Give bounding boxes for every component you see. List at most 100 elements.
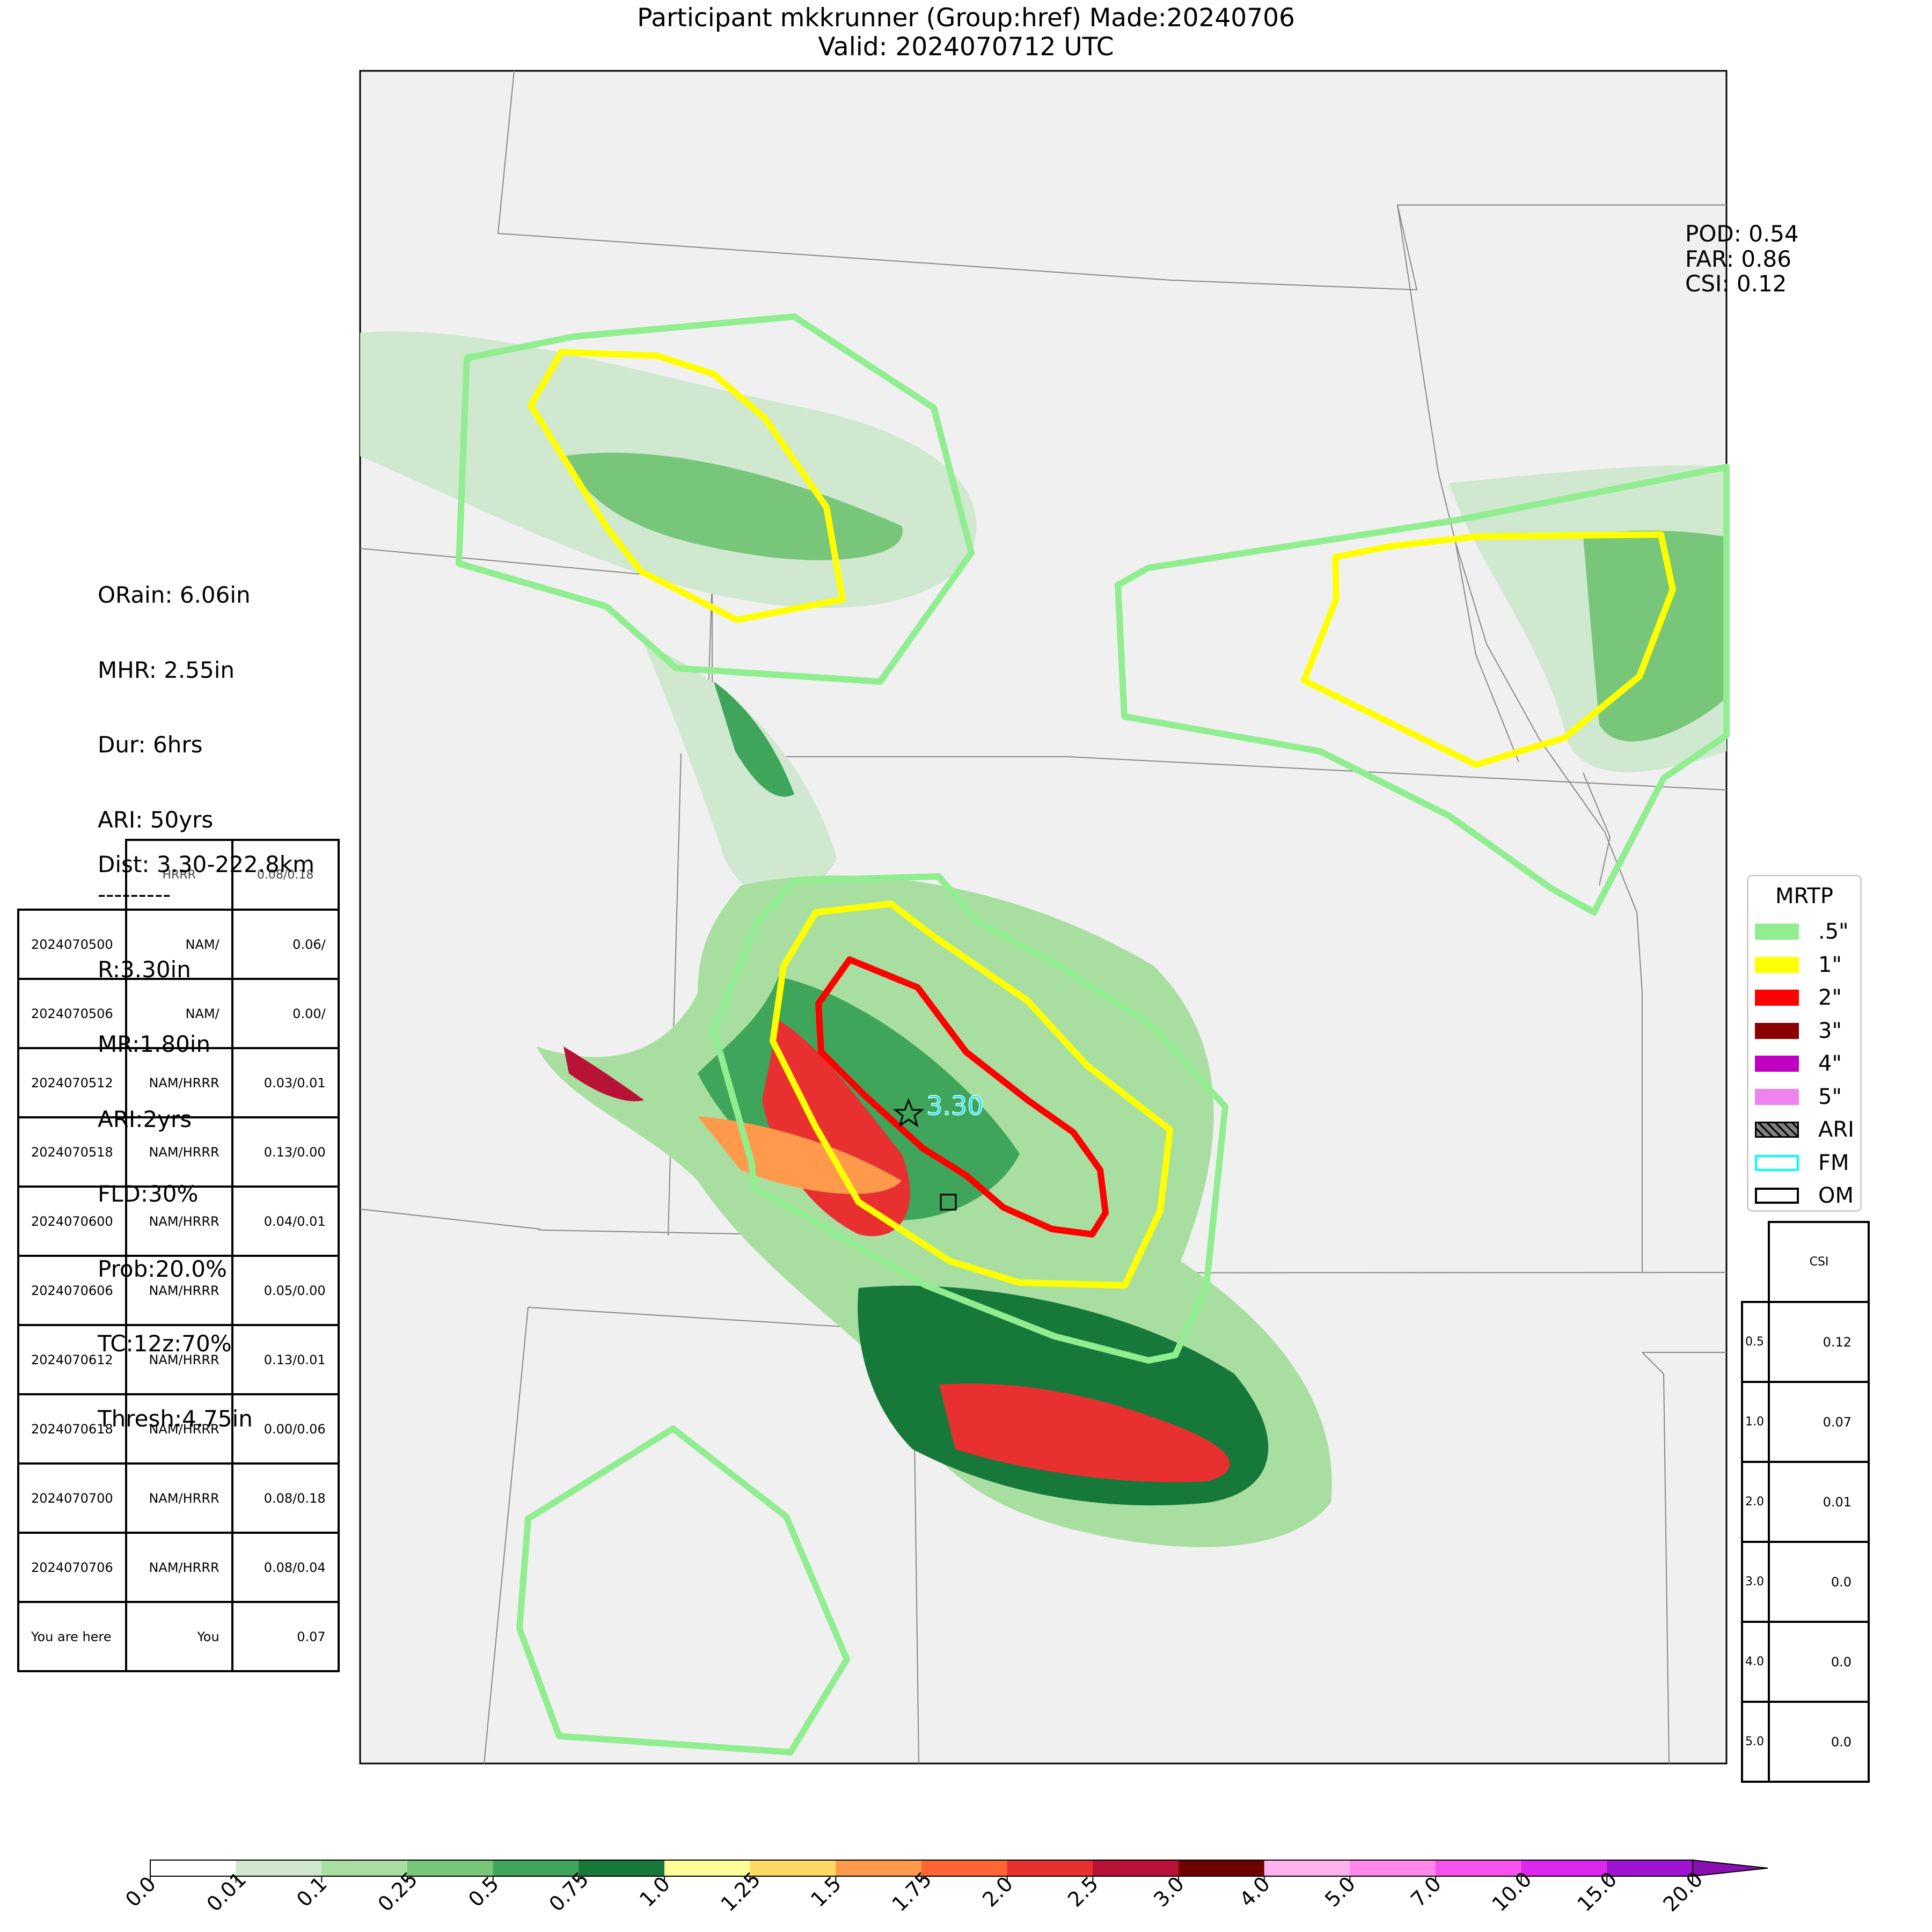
table-cell: NAM/HRRR — [125, 1324, 233, 1395]
forecast-history-table: HRRR 0.08/0.18 2024070500 NAM/0.06/ 20240… — [17, 839, 340, 1672]
legend-label: 4" — [1818, 1051, 1842, 1076]
table-header-cell: 0.08/0.18 — [231, 839, 340, 911]
table-cell: You are here — [17, 1601, 127, 1672]
legend-item: 1" — [1755, 952, 1842, 978]
table-cell: 0.07 — [231, 1601, 340, 1672]
table-cell: 2024070506 — [17, 978, 127, 1049]
legend-item: ARI — [1755, 1116, 1854, 1143]
table-cell: 0.04/0.01 — [231, 1185, 340, 1257]
contour-05-central — [711, 873, 1228, 1364]
table-cell: NAM/HRRR — [125, 1255, 233, 1326]
table-cell: 0.08/0.18 — [231, 1462, 340, 1534]
table-row: 2024070518 NAM/HRRR 0.13/0.00 — [17, 1116, 340, 1188]
contour-1-northwest — [528, 349, 846, 623]
legend-swatch — [1755, 1154, 1799, 1171]
table-cell: 2024070518 — [17, 1116, 127, 1188]
table-cell: 2024070700 — [17, 1462, 127, 1534]
legend-label: OM — [1818, 1183, 1854, 1208]
table-row: 4.0 0.0 — [1741, 1621, 1870, 1703]
table-header-cell — [18, 840, 127, 911]
table-cell: 2024070618 — [17, 1393, 127, 1465]
table-cell: NAM/HRRR — [125, 1047, 233, 1118]
legend-swatch — [1755, 956, 1799, 973]
title-line-2: Valid: 2024070712 UTC — [818, 32, 1114, 62]
table-cell: 0.06/ — [231, 909, 340, 980]
map-annotation: 3.30 — [926, 1091, 984, 1121]
csi-threshold: 0.5 — [1741, 1301, 1770, 1383]
contour-05-northwest — [456, 313, 975, 685]
table-cell: 0.13/0.00 — [231, 1116, 340, 1188]
contour-05-east — [1115, 464, 1730, 916]
legend-label: .5" — [1818, 919, 1849, 944]
legend-swatch — [1755, 1056, 1799, 1072]
orain-label: ORain: 6.06in — [98, 582, 251, 608]
legend-swatch — [1755, 1122, 1799, 1138]
table-row: 2024070506 NAM/0.00/ — [17, 978, 340, 1049]
om-box — [940, 1194, 957, 1211]
csi-label: CSI: 0.12 — [1685, 270, 1787, 297]
table-cell: 2024070612 — [17, 1324, 127, 1395]
table-cell: 2024070600 — [17, 1185, 127, 1257]
table-cell: NAM/HRRR — [125, 1532, 233, 1603]
table-row: You are here You 0.07 — [17, 1601, 340, 1672]
table-cell: 0.00/ — [231, 978, 340, 1049]
legend-title: MRTP — [1775, 884, 1833, 909]
legend-swatch — [1755, 990, 1799, 1006]
pod-label: POD: 0.54 — [1685, 221, 1799, 247]
csi-value: 0.0 — [1768, 1701, 1870, 1783]
table-cell: 0.13/0.01 — [231, 1324, 340, 1395]
far-label: FAR: 0.86 — [1685, 245, 1791, 272]
csi-threshold: 2.0 — [1741, 1461, 1770, 1543]
table-cell: You — [125, 1601, 233, 1672]
contour-2-central — [815, 956, 1109, 1238]
legend-label: 5" — [1818, 1084, 1842, 1109]
table-row: 2024070618 NAM/HRRR 0.00/0.06 — [17, 1393, 340, 1465]
legend-swatch — [1755, 924, 1799, 940]
legend-item: OM — [1755, 1182, 1854, 1209]
verification-scores: POD: 0.54 FAR: 0.86 CSI: 0.12 — [1685, 221, 1799, 297]
table-header-row: HRRR 0.08/0.18 — [18, 839, 340, 911]
table-cell: NAM/HRRR — [125, 1116, 233, 1188]
table-cell: 2024070706 — [17, 1532, 127, 1603]
table-row: 2024070600 NAM/HRRR 0.04/0.01 — [17, 1185, 340, 1257]
table-cell: 0.03/0.01 — [231, 1047, 340, 1118]
table-row: 2024070700 NAM/HRRR 0.08/0.18 — [17, 1462, 340, 1534]
contour-1-central — [770, 901, 1173, 1289]
mrtp-legend: MRTP .5" 1" 2" 3" 4" 5" ARI FM OM — [1747, 875, 1862, 1212]
table-cell: 0.08/0.04 — [231, 1532, 340, 1603]
legend-item: .5" — [1755, 918, 1849, 945]
legend-label: FM — [1818, 1150, 1849, 1175]
legend-item: 2" — [1755, 984, 1842, 1011]
csi-value: 0.01 — [1768, 1461, 1870, 1543]
legend-label: 3" — [1818, 1018, 1842, 1043]
csi-header-row: CSI — [1742, 1221, 1870, 1303]
table-row: 0.5 0.12 — [1741, 1301, 1870, 1383]
table-cell: NAM/HRRR — [125, 1462, 233, 1534]
csi-threshold: 5.0 — [1741, 1701, 1770, 1783]
table-cell: NAM/ — [125, 909, 233, 980]
ari-label: ARI: 50yrs — [98, 806, 214, 833]
legend-swatch — [1755, 1188, 1799, 1204]
csi-threshold: 3.0 — [1741, 1541, 1770, 1623]
table-header-cell: HRRR — [125, 839, 233, 911]
csi-threshold: 1.0 — [1741, 1381, 1770, 1463]
csi-value: 0.07 — [1768, 1381, 1870, 1463]
legend-label: ARI — [1818, 1117, 1854, 1142]
table-cell: NAM/HRRR — [125, 1185, 233, 1257]
table-cell: NAM/ — [125, 978, 233, 1049]
csi-header: CSI — [1768, 1221, 1870, 1303]
table-cell: 0.05/0.00 — [231, 1255, 340, 1326]
csi-table: CSI 0.5 0.12 1.0 0.07 2.0 0.01 3.0 0.0 4.0 0.… — [1741, 1221, 1870, 1783]
legend-label: 2" — [1818, 985, 1842, 1010]
table-row: 3.0 0.0 — [1741, 1541, 1870, 1623]
csi-threshold: 4.0 — [1741, 1621, 1770, 1703]
legend-item: 5" — [1755, 1084, 1842, 1110]
legend-swatch — [1755, 1022, 1799, 1039]
mhr-label: MHR: 2.55in — [98, 656, 235, 683]
contour-05-southwest — [516, 1425, 850, 1755]
dur-label: Dur: 6hrs — [98, 731, 203, 758]
legend-item: 4" — [1755, 1050, 1842, 1077]
table-cell: 2024070512 — [17, 1047, 127, 1118]
table-cell: 2024070606 — [17, 1255, 127, 1326]
